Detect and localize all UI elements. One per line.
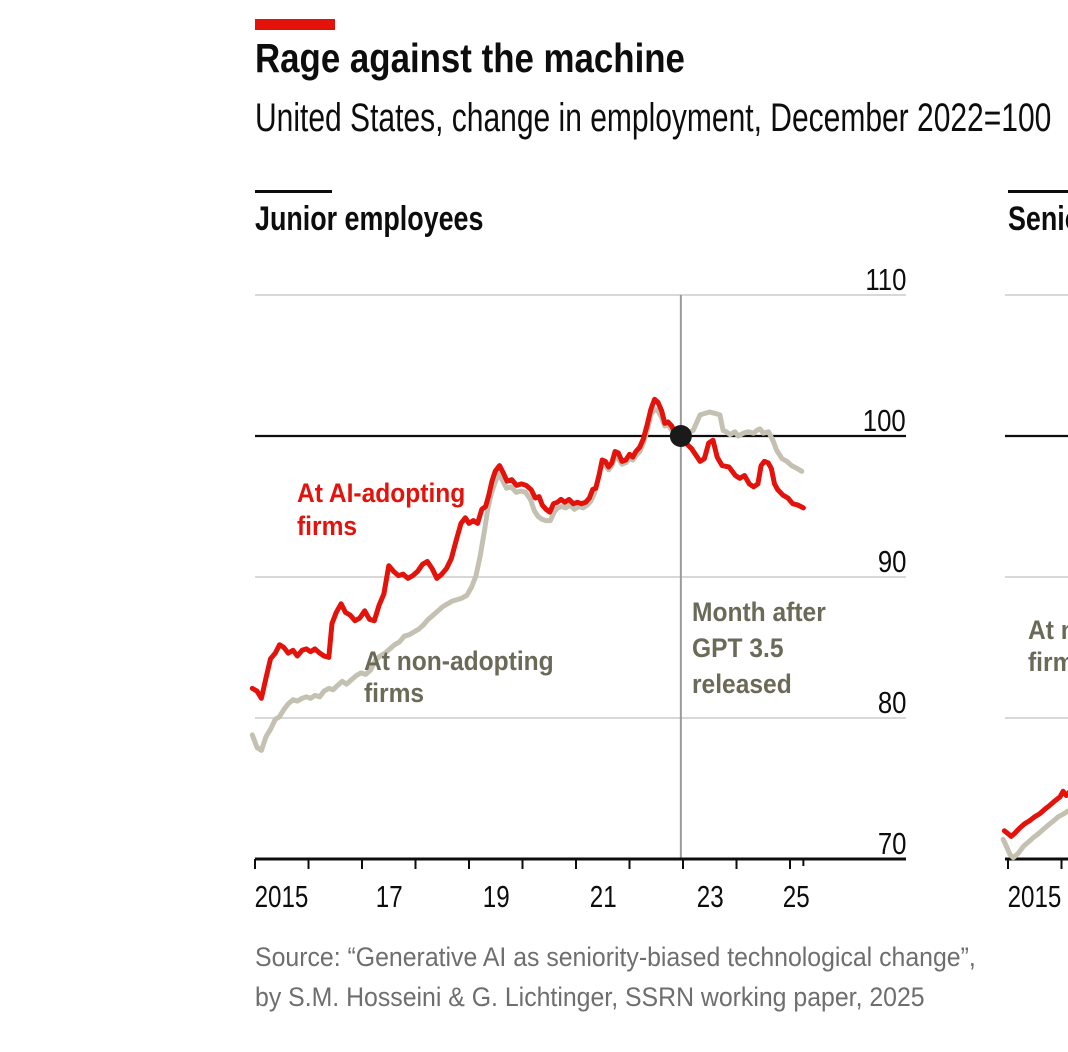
non-adopting-label: At non-adopting firms: [364, 645, 554, 709]
x-axis-label-text: 17: [375, 879, 403, 914]
senior-panel-title: Senior employees: [1008, 200, 1068, 238]
line-junior-employees-at-ai-adopting-firms: [249, 396, 806, 701]
gpt-release-label: Month after GPT 3.5 released: [692, 594, 826, 702]
line-junior-employees-at-non-adopting-firms: [249, 406, 805, 753]
non-adopting-label-line: At non-adopting: [364, 646, 554, 676]
x-axis-label-text: 2015: [254, 879, 309, 914]
junior-panel-title: Junior employees: [255, 200, 484, 238]
chart-subtitle: United States, change in employment, Dec…: [255, 96, 1052, 140]
senior-non-adopting-label-line: firms: [1028, 647, 1068, 677]
x-axis-label-junior-employees-19: 19: [426, 879, 566, 915]
non-adopting-label-line: firms: [364, 678, 425, 708]
ai-adopting-label-line: firms: [297, 511, 358, 541]
x-axis-label-junior-employees-21: 21: [533, 879, 673, 915]
source-line-2: by S.M. Hosseini & G. Lichtinger, SSRN w…: [255, 982, 925, 1012]
red-brand-bar: [255, 19, 335, 30]
y-axis-label-70: 70: [816, 826, 906, 862]
y-axis-label-text: 100: [863, 403, 906, 438]
x-axis-label-text: 25: [783, 879, 811, 914]
y-axis-label-text: 70: [877, 826, 906, 861]
y-axis-label-110: 110: [816, 262, 906, 298]
senior-panel-rule: [1008, 190, 1068, 193]
x-axis-label-junior-employees-2015: 2015: [212, 879, 352, 915]
line-senior-employees-at-ai-adopting-firms: [1001, 788, 1068, 839]
line-senior-employees-at-non-adopting-firms: [1000, 808, 1068, 861]
x-axis-label-text: 19: [482, 879, 510, 914]
y-axis-label-text: 80: [877, 685, 906, 720]
x-axis-label-senior-employees-2015: 2015: [965, 879, 1068, 915]
gpt-release-label-line: released: [692, 669, 792, 699]
x-axis-label-junior-employees-25: 25: [727, 879, 867, 915]
y-axis-label-80: 80: [816, 685, 906, 721]
ai-adopting-label-line: At AI-adopting: [297, 478, 466, 508]
y-axis-label-100: 100: [816, 403, 906, 439]
x-axis-label-text: 21: [589, 879, 617, 914]
y-axis-label-text: 90: [877, 544, 906, 579]
gpt-release-label-line: Month after: [692, 597, 826, 627]
y-axis-label-text: 110: [864, 262, 906, 297]
x-axis-label-junior-employees-17: 17: [319, 879, 459, 915]
x-axis-label-text: 2015: [1007, 879, 1062, 914]
ai-adopting-label: At AI-adopting firms: [297, 477, 465, 543]
senior-non-adopting-label-line: At non-adopting: [1028, 615, 1068, 645]
x-axis-label-junior-employees-23: 23: [640, 879, 780, 915]
y-axis-label-90: 90: [816, 544, 906, 580]
x-axis-label-text: 23: [696, 879, 724, 914]
chart-title: Rage against the machine: [255, 35, 685, 81]
gpt-release-label-line: GPT 3.5: [692, 633, 784, 663]
gpt-release-dot: [669, 425, 692, 447]
junior-panel-rule: [255, 190, 332, 193]
source-line-1: Source: “Generative AI as seniority-bias…: [255, 942, 976, 972]
